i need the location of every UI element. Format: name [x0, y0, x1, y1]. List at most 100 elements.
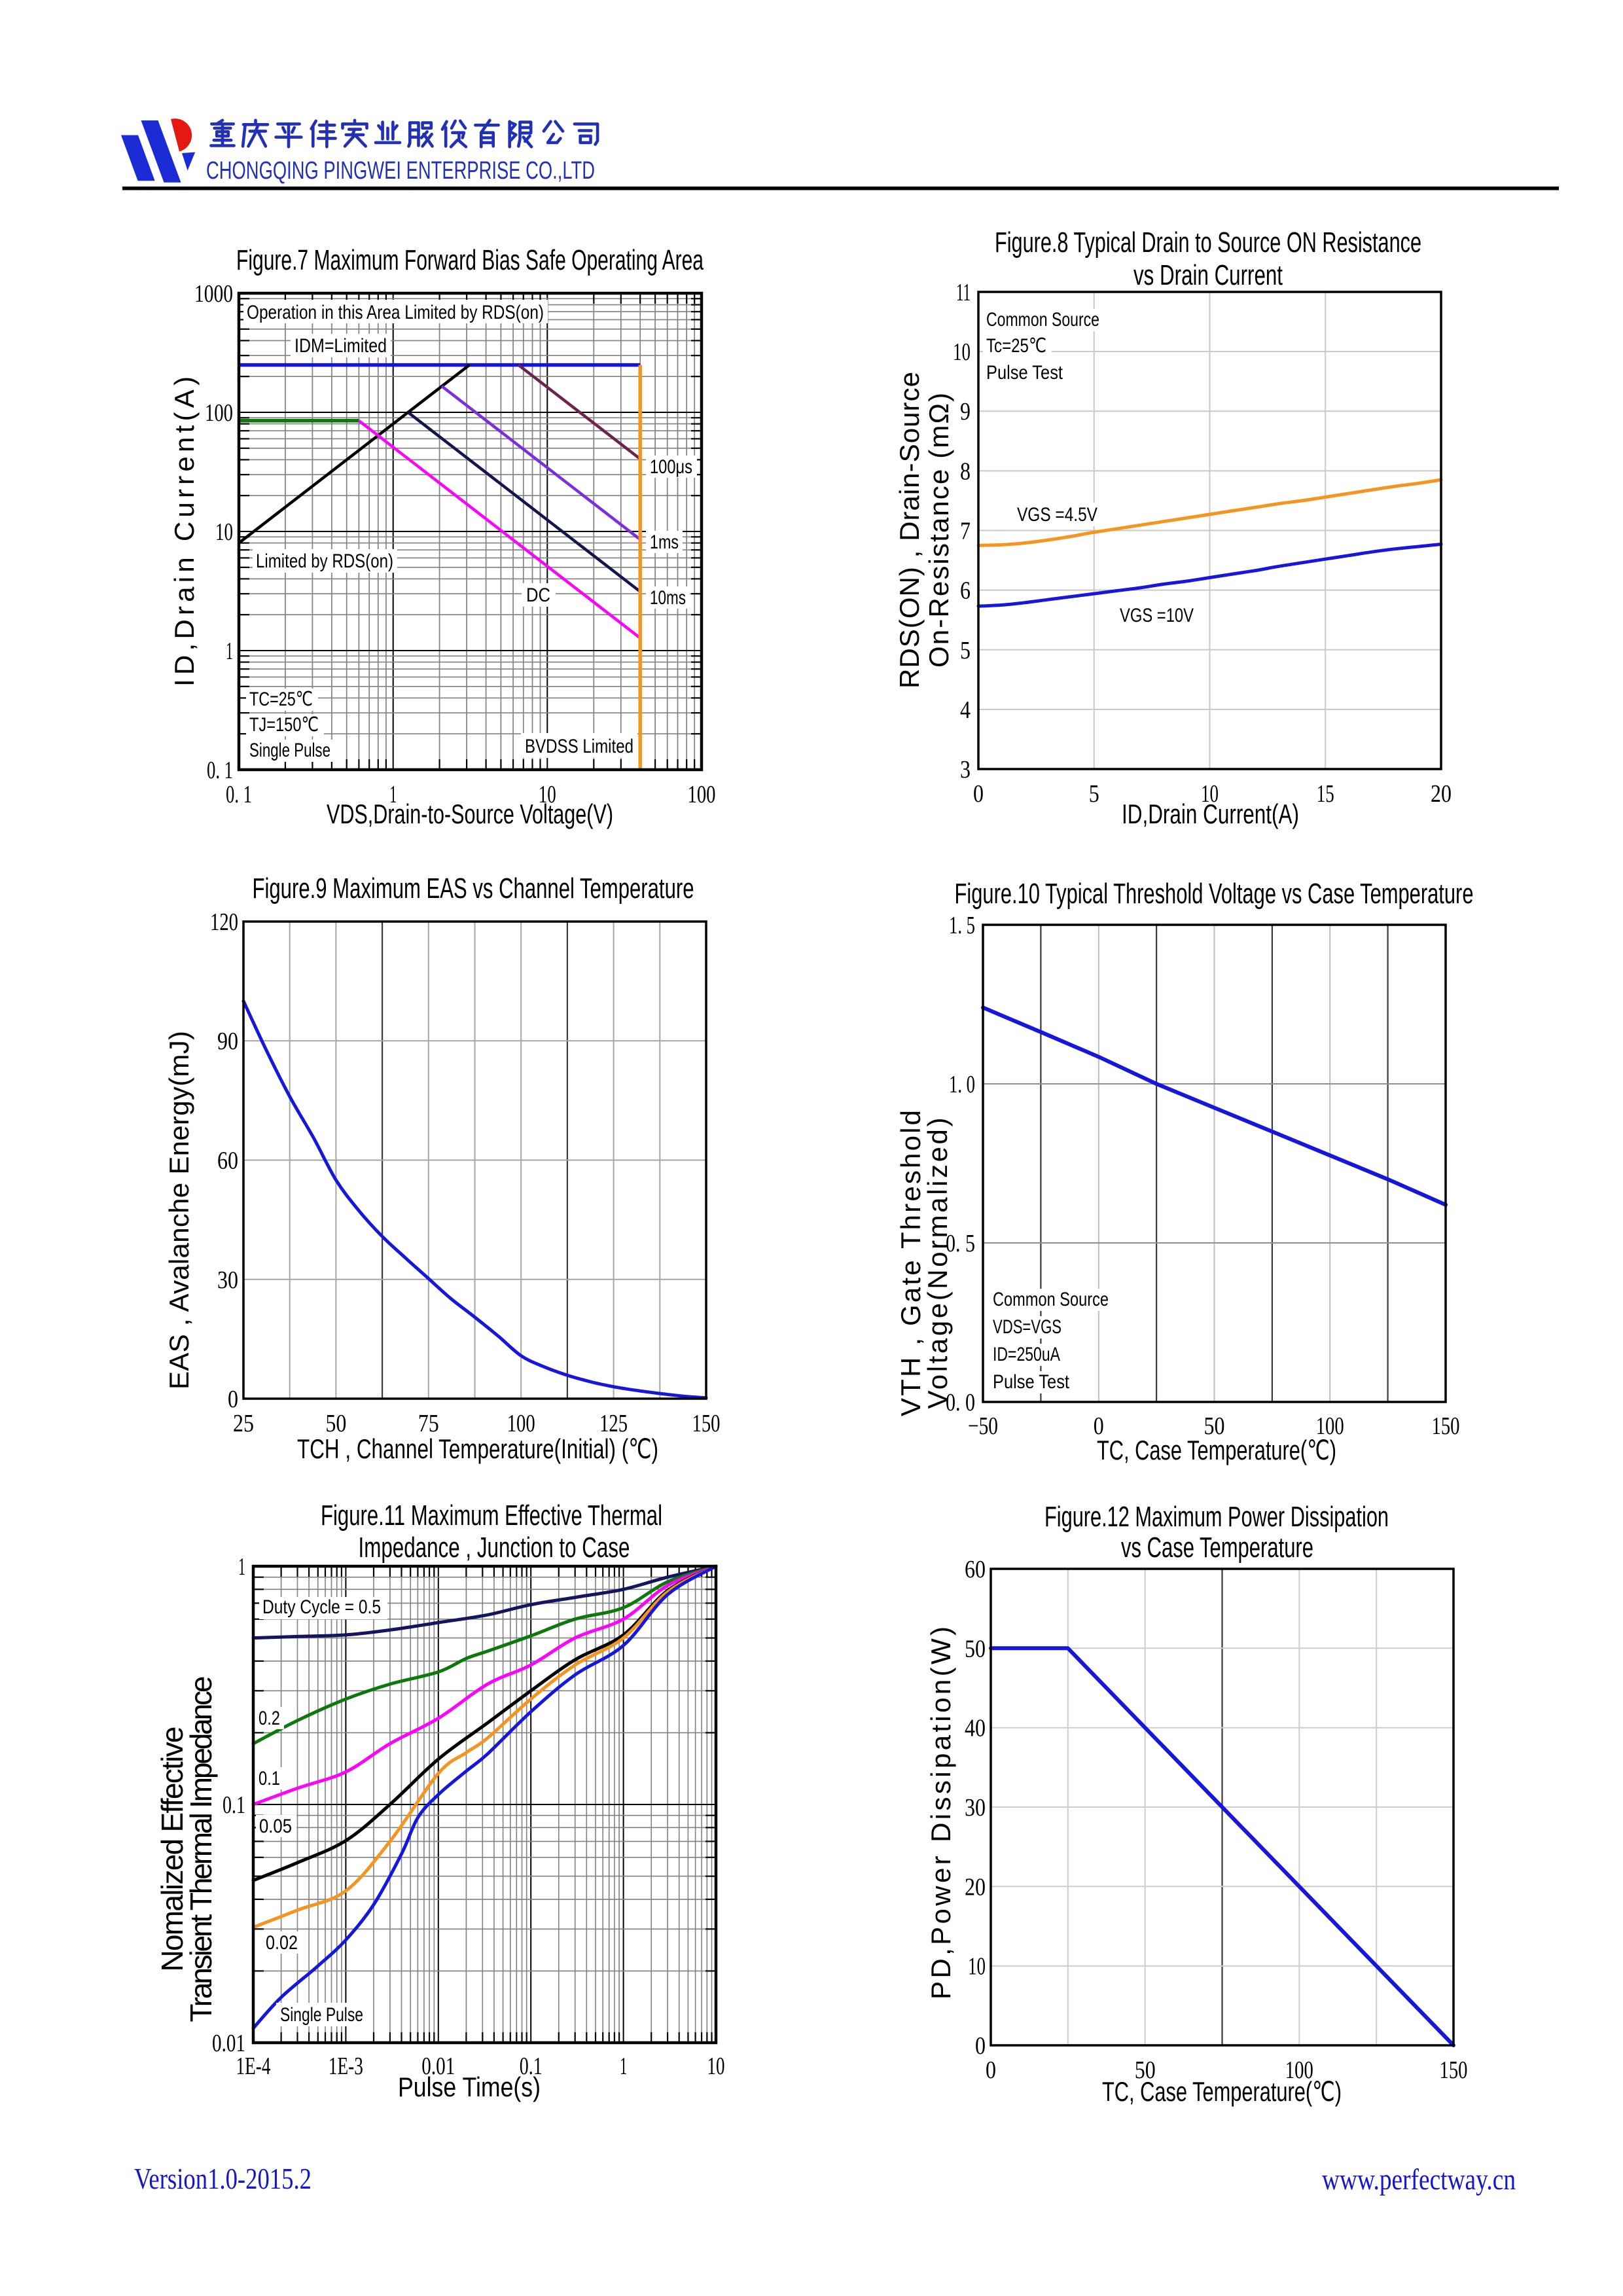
svg-text:Single Pulse: Single Pulse — [280, 2004, 363, 2026]
svg-text:TC=25℃: TC=25℃ — [249, 689, 313, 710]
svg-text:15: 15 — [1317, 780, 1334, 808]
svg-text:0: 0 — [973, 780, 984, 808]
svg-text:0. 5: 0. 5 — [946, 1230, 975, 1257]
svg-text:50: 50 — [1204, 1412, 1225, 1440]
svg-text:Transient Thermal Impedance: Transient Thermal Impedance — [184, 1676, 218, 2022]
svg-text:−50: −50 — [968, 1412, 998, 1440]
svg-text:EAS , Avalanche Energy(mJ): EAS , Avalanche Energy(mJ) — [164, 1031, 194, 1390]
svg-text:Figure.11 Maximum Effective Th: Figure.11 Maximum Effective Thermal — [321, 1499, 662, 1532]
svg-text:10: 10 — [215, 518, 233, 546]
svg-text:Figure.12 Maximum Power Dissip: Figure.12 Maximum Power Dissipation — [1044, 1501, 1389, 1533]
svg-text:VDS,Drain-to-Source Voltage(V): VDS,Drain-to-Source Voltage(V) — [327, 798, 613, 829]
svg-text:10: 10 — [539, 781, 556, 808]
svg-text:1E-4: 1E-4 — [236, 2053, 271, 2080]
svg-text:Nomalized Effective: Nomalized Effective — [155, 1727, 189, 1972]
svg-text:50: 50 — [325, 1410, 346, 1437]
svg-text:1: 1 — [620, 2053, 627, 2080]
svg-text:125: 125 — [599, 1410, 628, 1437]
svg-text:75: 75 — [418, 1410, 439, 1437]
svg-text:Duty Cycle = 0.5: Duty Cycle = 0.5 — [262, 1596, 381, 1618]
svg-text:Figure.8 Typical Drain to Sour: Figure.8 Typical Drain to Source ON Resi… — [995, 226, 1421, 259]
svg-text:1: 1 — [389, 781, 397, 808]
svg-text:100: 100 — [205, 399, 233, 427]
svg-text:VGS =10V: VGS =10V — [1120, 605, 1194, 626]
svg-text:www.perfectway.cn: www.perfectway.cn — [1322, 2162, 1516, 2196]
svg-text:0: 0 — [1094, 1412, 1104, 1440]
svg-text:0.02: 0.02 — [266, 1932, 298, 1954]
svg-text:150: 150 — [1432, 1412, 1460, 1440]
svg-text:20: 20 — [965, 1873, 986, 1901]
svg-text:0.1: 0.1 — [520, 2053, 543, 2080]
svg-text:CHONGQING PINGWEI ENTERPRISE C: CHONGQING PINGWEI ENTERPRISE CO.,LTD — [206, 157, 595, 185]
svg-text:100: 100 — [688, 781, 716, 808]
svg-text:Tc=25℃: Tc=25℃ — [986, 335, 1046, 357]
svg-text:TC, Case Temperature(℃): TC, Case Temperature(℃) — [1102, 2076, 1342, 2107]
svg-text:Figure.9 Maximum EAS vs Channe: Figure.9 Maximum EAS vs Channel Temperat… — [253, 872, 694, 905]
svg-text:120: 120 — [210, 908, 238, 936]
svg-text:100: 100 — [507, 1410, 535, 1437]
svg-text:0.01: 0.01 — [212, 2030, 245, 2057]
svg-text:TJ=150℃: TJ=150℃ — [249, 714, 319, 736]
svg-text:TC, Case Temperature(℃): TC, Case Temperature(℃) — [1097, 1435, 1336, 1465]
svg-text:0.1: 0.1 — [223, 1791, 245, 1819]
svg-text:vs Drain Current: vs Drain Current — [1133, 259, 1283, 291]
svg-text:RDS(ON) , Drain-Source: RDS(ON) , Drain-Source — [894, 372, 925, 689]
svg-text:ID,Drain Current(A): ID,Drain Current(A) — [1122, 798, 1299, 829]
svg-text:0: 0 — [975, 2032, 986, 2060]
svg-text:10ms: 10ms — [650, 587, 686, 609]
svg-text:50: 50 — [1135, 2056, 1156, 2084]
svg-text:0.1: 0.1 — [259, 1768, 280, 1789]
svg-text:150: 150 — [692, 1410, 721, 1437]
svg-text:100: 100 — [1316, 1412, 1344, 1440]
svg-text:150: 150 — [1440, 2056, 1468, 2084]
svg-text:VTH , Gate Threshold: VTH , Gate Threshold — [895, 1110, 926, 1416]
svg-text:30: 30 — [217, 1266, 238, 1294]
svg-text:Voltage(Normalized): Voltage(Normalized) — [922, 1118, 953, 1409]
svg-text:Impedance , Junction to Case: Impedance , Junction to Case — [359, 1532, 630, 1564]
svg-text:1E-3: 1E-3 — [329, 2053, 363, 2080]
svg-text:8: 8 — [960, 457, 971, 485]
svg-text:60: 60 — [217, 1147, 238, 1175]
svg-text:30: 30 — [965, 1794, 986, 1821]
svg-text:On-Resistance (mΩ): On-Resistance (mΩ) — [923, 393, 954, 668]
svg-text:10: 10 — [968, 1953, 986, 1981]
svg-text:Pulse Test: Pulse Test — [986, 362, 1063, 384]
svg-text:100: 100 — [1285, 2056, 1313, 2084]
svg-text:100μs: 100μs — [650, 456, 692, 478]
svg-text:0. 1: 0. 1 — [226, 781, 252, 808]
svg-text:TCH , Channel Temperature(Init: TCH , Channel Temperature(Initial) (℃) — [297, 1433, 658, 1464]
svg-text:VGS =4.5V: VGS =4.5V — [1017, 504, 1097, 526]
svg-text:Pulse Time(s): Pulse Time(s) — [398, 2072, 541, 2102]
svg-text:Common Source: Common Source — [986, 309, 1099, 331]
svg-text:0: 0 — [228, 1386, 238, 1413]
svg-text:Figure.7 Maximum Forward Bias: Figure.7 Maximum Forward Bias Safe Opera… — [236, 244, 704, 276]
svg-text:40: 40 — [965, 1715, 986, 1742]
svg-text:10: 10 — [953, 338, 971, 366]
svg-text:60: 60 — [965, 1556, 986, 1583]
svg-text:Limited by RDS(on): Limited by RDS(on) — [256, 550, 393, 572]
svg-text:25: 25 — [233, 1410, 254, 1437]
svg-text:Single Pulse: Single Pulse — [249, 740, 330, 761]
svg-text:0. 0: 0. 0 — [946, 1389, 975, 1416]
svg-text:0.2: 0.2 — [259, 1708, 280, 1729]
svg-text:0: 0 — [986, 2056, 996, 2084]
svg-text:Version1.0-2015.2: Version1.0-2015.2 — [134, 2162, 312, 2195]
svg-text:1ms: 1ms — [650, 531, 679, 553]
svg-text:50: 50 — [965, 1635, 986, 1662]
svg-text:1: 1 — [238, 1553, 245, 1581]
svg-text:Figure.10 Typical Threshold Vo: Figure.10 Typical Threshold Voltage vs C… — [955, 878, 1474, 910]
svg-text:6: 6 — [960, 577, 971, 605]
svg-text:0. 1: 0. 1 — [207, 757, 233, 784]
svg-text:1. 0: 1. 0 — [949, 1071, 975, 1098]
svg-text:DC: DC — [526, 584, 550, 606]
svg-text:ID,Drain Current(A): ID,Drain Current(A) — [169, 376, 200, 687]
svg-text:Pulse Test: Pulse Test — [993, 1371, 1070, 1393]
svg-text:90: 90 — [217, 1028, 238, 1055]
svg-text:1: 1 — [226, 637, 233, 665]
svg-text:Common Source: Common Source — [993, 1289, 1109, 1310]
svg-text:20: 20 — [1431, 780, 1452, 808]
svg-text:VDS=VGS: VDS=VGS — [993, 1316, 1061, 1338]
svg-text:5: 5 — [960, 637, 971, 664]
svg-text:5: 5 — [1089, 780, 1099, 808]
svg-text:10: 10 — [1201, 780, 1219, 808]
